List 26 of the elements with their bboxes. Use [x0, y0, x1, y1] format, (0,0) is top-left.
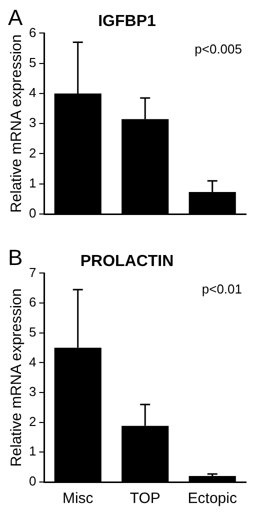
y-tick-label: 1 — [28, 175, 36, 190]
y-tick-label: 6 — [28, 24, 36, 40]
chart-title: IGFBP1 — [98, 13, 156, 30]
y-tick-label: 0 — [28, 206, 36, 221]
annotation: p<0.005 — [194, 41, 242, 56]
y-tick-label: 0 — [28, 474, 36, 489]
text: B — [8, 245, 23, 270]
annotation: p<0.01 — [202, 281, 242, 296]
y-tick-label: 3 — [28, 384, 36, 400]
y-tick-label: 7 — [28, 264, 36, 280]
chart-title: PROLACTIN — [80, 253, 174, 270]
text: A — [8, 5, 23, 30]
y-tick-label: 2 — [28, 414, 36, 429]
y-tick-label: 4 — [28, 85, 36, 100]
y-tick-label: 1 — [28, 444, 36, 459]
y-tick-label: 5 — [28, 324, 36, 340]
x-tick-label: Misc — [62, 490, 94, 508]
y-axis-title: Relative mRNA expression — [8, 34, 26, 213]
y-tick-label: 2 — [28, 145, 36, 160]
y-tick-label: 3 — [28, 115, 36, 130]
x-tick-label: TOP — [130, 490, 160, 508]
y-tick-label: 4 — [28, 354, 36, 370]
x-tick-label: Ectopic — [188, 490, 238, 508]
y-axis-title: Relative mRNA expression — [8, 288, 26, 467]
y-tick-label: 6 — [28, 294, 36, 310]
y-tick-label: 5 — [28, 54, 36, 70]
